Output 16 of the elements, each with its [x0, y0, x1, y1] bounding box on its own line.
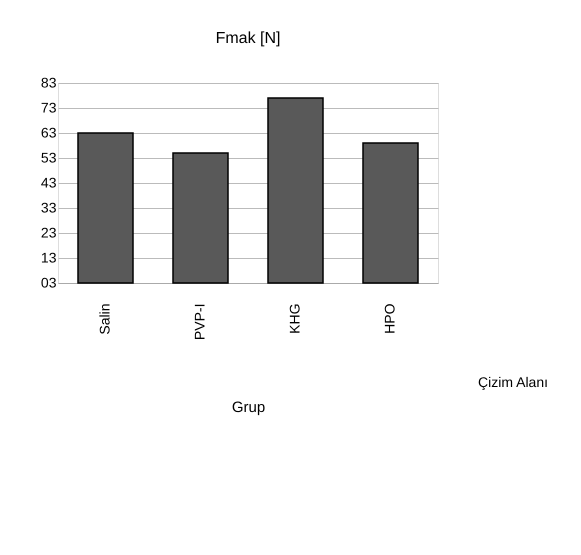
y-tick-label: 53 — [40, 150, 57, 166]
y-tick-label: 43 — [40, 174, 57, 190]
y-tick-label: 23 — [40, 224, 57, 240]
y-tick-label: 73 — [40, 100, 57, 116]
x-tick-label: PVP-I — [192, 304, 208, 340]
y-tick-label: 13 — [40, 250, 57, 266]
y-tick-label: 83 — [40, 74, 57, 90]
x-tick-label: HPO — [382, 303, 398, 334]
chart-title: Fmak [N] — [216, 30, 280, 47]
x-tick-label: Salin — [96, 304, 112, 335]
x-tick-label: KHG — [286, 304, 302, 334]
y-tick-label: 33 — [40, 200, 57, 216]
y-tick-label: 03 — [40, 274, 57, 290]
y-tick-label: 63 — [40, 124, 57, 140]
text: Çizim Alanı — [478, 374, 548, 390]
x-axis-title: Grup — [232, 399, 266, 416]
